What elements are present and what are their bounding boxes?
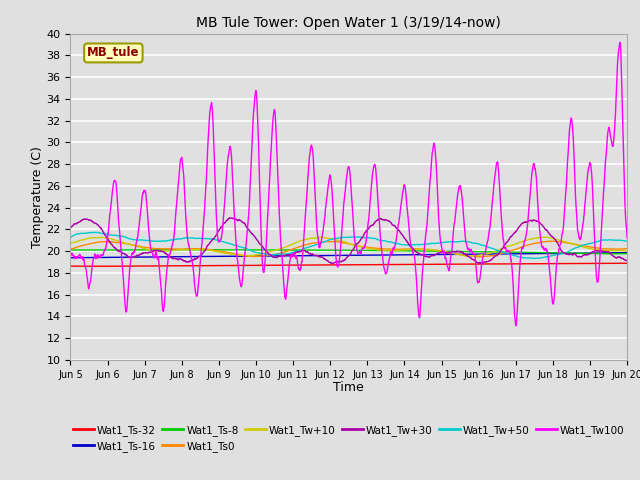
Wat1_Tw+30: [226, 215, 234, 221]
Wat1_Tw+10: [506, 243, 513, 249]
Wat1_Ts-8: [337, 247, 345, 253]
Wat1_Tw+50: [95, 230, 103, 236]
Text: MB_tule: MB_tule: [87, 47, 140, 60]
Wat1_Tw100: [67, 252, 74, 257]
Wat1_Tw+10: [95, 235, 102, 240]
Wat1_Tw+50: [337, 235, 345, 240]
Wat1_Ts-32: [337, 262, 345, 268]
Wat1_Tw+30: [323, 257, 330, 263]
Wat1_Tw+30: [477, 261, 485, 266]
Wat1_Ts0: [337, 240, 345, 245]
Legend: Wat1_Ts-32, Wat1_Ts-16, Wat1_Ts-8, Wat1_Ts0, Wat1_Tw+10, Wat1_Tw+30, Wat1_Tw+50,: Wat1_Ts-32, Wat1_Ts-16, Wat1_Ts-8, Wat1_…: [69, 420, 628, 456]
Line: Wat1_Ts0: Wat1_Ts0: [70, 241, 627, 257]
Wat1_Ts-32: [95, 264, 103, 269]
Wat1_Tw100: [607, 136, 615, 142]
Wat1_Tw+50: [323, 238, 330, 244]
Wat1_Tw+30: [67, 225, 74, 231]
Line: Wat1_Tw+50: Wat1_Tw+50: [70, 232, 627, 258]
Wat1_Tw100: [512, 323, 520, 329]
Wat1_Tw+50: [90, 229, 98, 235]
Wat1_Ts-32: [505, 261, 513, 267]
Wat1_Tw100: [95, 253, 102, 259]
Wat1_Tw+50: [607, 237, 615, 243]
Wat1_Ts0: [95, 239, 102, 245]
Wat1_Ts-8: [167, 247, 175, 252]
Wat1_Ts-16: [607, 250, 614, 256]
Wat1_Ts-32: [623, 260, 631, 266]
Wat1_Tw+50: [505, 251, 513, 257]
Wat1_Tw+10: [323, 235, 330, 241]
Wat1_Tw+10: [468, 253, 476, 259]
Wat1_Tw100: [337, 238, 345, 243]
Wat1_Ts-8: [505, 249, 513, 255]
Wat1_Tw+10: [623, 248, 631, 254]
Line: Wat1_Tw100: Wat1_Tw100: [70, 42, 627, 326]
Wat1_Ts0: [505, 249, 513, 254]
Line: Wat1_Ts-32: Wat1_Ts-32: [70, 263, 627, 266]
Wat1_Tw100: [607, 137, 615, 143]
Wat1_Ts-8: [623, 251, 631, 256]
Wat1_Ts-16: [607, 250, 615, 256]
Wat1_Ts-32: [95, 264, 102, 269]
Wat1_Tw100: [616, 39, 624, 45]
Wat1_Tw+10: [316, 234, 324, 240]
Wat1_Ts-16: [337, 252, 345, 258]
Wat1_Ts0: [623, 246, 631, 252]
Wat1_Tw+30: [607, 252, 615, 257]
Wat1_Tw+50: [67, 235, 74, 240]
Wat1_Tw+50: [623, 239, 631, 244]
Wat1_Tw+50: [530, 255, 538, 261]
Wat1_Tw+10: [607, 248, 615, 253]
Wat1_Ts-32: [67, 263, 74, 269]
Wat1_Ts-8: [67, 247, 74, 253]
Title: MB Tule Tower: Open Water 1 (3/19/14-now): MB Tule Tower: Open Water 1 (3/19/14-now…: [196, 16, 501, 30]
Line: Wat1_Ts-8: Wat1_Ts-8: [70, 250, 627, 254]
Wat1_Ts-8: [608, 251, 616, 257]
Wat1_Ts0: [607, 246, 615, 252]
Wat1_Tw+30: [506, 236, 513, 242]
Wat1_Tw+10: [337, 238, 345, 244]
Wat1_Ts-8: [323, 247, 330, 253]
Wat1_Ts-32: [607, 261, 615, 266]
Wat1_Ts-16: [95, 254, 102, 260]
Wat1_Ts-16: [67, 255, 74, 261]
Wat1_Ts-16: [505, 251, 513, 257]
Wat1_Tw+30: [95, 223, 102, 229]
Wat1_Tw100: [623, 235, 631, 241]
Wat1_Tw+50: [608, 237, 616, 243]
Wat1_Tw+30: [608, 252, 616, 258]
Wat1_Tw+10: [67, 240, 74, 246]
Y-axis label: Temperature (C): Temperature (C): [31, 146, 44, 248]
Wat1_Tw+30: [337, 259, 345, 264]
Wat1_Tw+30: [623, 258, 631, 264]
Wat1_Ts-8: [603, 251, 611, 257]
Wat1_Ts0: [550, 238, 558, 244]
Line: Wat1_Ts-16: Wat1_Ts-16: [70, 252, 627, 258]
Wat1_Tw+10: [608, 248, 616, 253]
Wat1_Ts-16: [323, 252, 330, 258]
Wat1_Ts0: [478, 254, 486, 260]
Wat1_Ts0: [67, 246, 74, 252]
Line: Wat1_Tw+10: Wat1_Tw+10: [70, 237, 627, 256]
Wat1_Ts0: [608, 246, 616, 252]
Wat1_Ts0: [323, 239, 330, 245]
Wat1_Ts-32: [323, 262, 330, 268]
Line: Wat1_Tw+30: Wat1_Tw+30: [70, 218, 627, 264]
X-axis label: Time: Time: [333, 381, 364, 394]
Wat1_Ts-8: [607, 251, 615, 257]
Wat1_Ts-16: [623, 250, 631, 255]
Wat1_Tw100: [505, 249, 513, 255]
Wat1_Ts-8: [95, 247, 102, 253]
Wat1_Ts-32: [607, 261, 615, 266]
Wat1_Tw100: [323, 198, 330, 204]
